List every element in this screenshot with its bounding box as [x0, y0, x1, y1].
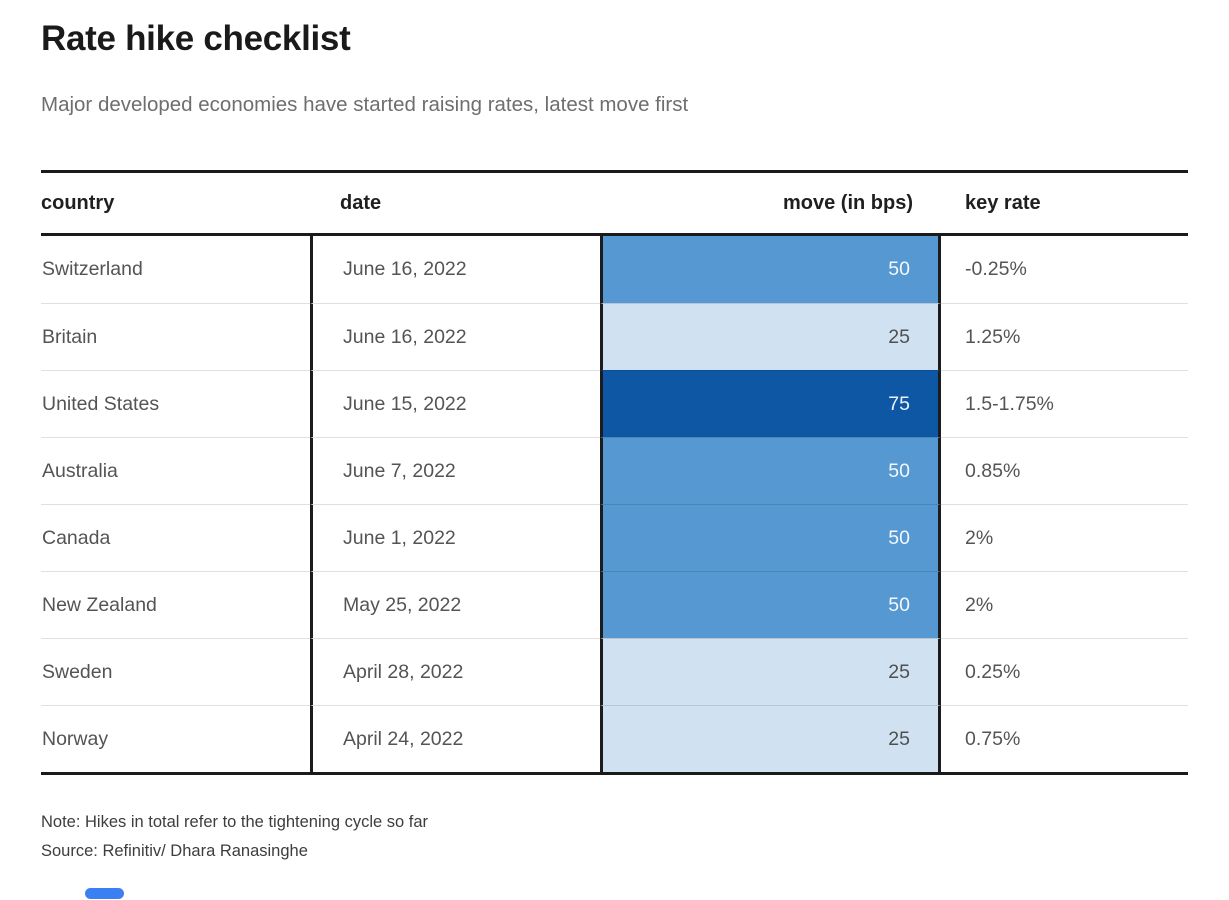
date-cell: April 28, 2022 [310, 638, 600, 705]
date-cell: June 15, 2022 [310, 370, 600, 437]
country-cell: Australia [41, 437, 310, 504]
key-rate-cell: 2% [941, 571, 1188, 638]
table-row: Britain June 16, 2022 25 1.25% [41, 303, 1188, 370]
key-rate-cell: 0.85% [941, 437, 1188, 504]
key-rate-cell: 2% [941, 504, 1188, 571]
table-body: Switzerland June 16, 2022 50 -0.25% Brit… [41, 236, 1188, 775]
country-cell: United States [41, 370, 310, 437]
move-cell: 50 [600, 571, 941, 638]
move-cell: 50 [600, 504, 941, 571]
note-line: Note: Hikes in total refer to the tighte… [41, 813, 429, 831]
country-cell: Switzerland [42, 258, 143, 280]
date-cell: April 24, 2022 [310, 705, 600, 772]
source-line: Source: Refinitiv/ Dhara Ranasinghe [41, 842, 308, 860]
date-cell: May 25, 2022 [310, 571, 600, 638]
move-cell: 50 [600, 236, 941, 303]
key-rate-cell: 0.25% [941, 638, 1188, 705]
country-cell: Sweden [41, 638, 310, 705]
key-rate-cell: 0.75% [941, 705, 1188, 772]
page-title: Rate hike checklist [41, 19, 351, 58]
key-rate-cell: 1.25% [941, 303, 1188, 370]
table-row: Switzerland June 16, 2022 50 -0.25% [41, 236, 1188, 303]
move-cell: 50 [600, 437, 941, 504]
table-row: Australia June 7, 2022 50 0.85% [41, 437, 1188, 504]
table-row: Norway April 24, 2022 25 0.75% [41, 705, 1188, 772]
move-cell: 75 [600, 370, 941, 437]
column-header-key-rate: key rate [965, 191, 1041, 214]
table-row: Sweden April 28, 2022 25 0.25% [41, 638, 1188, 705]
rate-hike-table: country date move (in bps) key rate Swit… [41, 170, 1188, 775]
date-cell: June 1, 2022 [310, 504, 600, 571]
country-cell: Britain [41, 303, 310, 370]
country-cell: New Zealand [41, 571, 310, 638]
country-cell: Canada [41, 504, 310, 571]
table-row: Canada June 1, 2022 50 2% [41, 504, 1188, 571]
table-row: United States June 15, 2022 75 1.5-1.75% [41, 370, 1188, 437]
column-header-country: country [41, 191, 115, 214]
table-row: New Zealand May 25, 2022 50 2% [41, 571, 1188, 638]
country-cell: Norway [41, 705, 310, 772]
date-cell: June 16, 2022 [310, 303, 600, 370]
key-rate-cell: -0.25% [965, 258, 1027, 280]
column-header-move: move (in bps) [782, 191, 913, 214]
move-cell: 25 [600, 638, 941, 705]
move-cell: 25 [600, 303, 941, 370]
table-header-row: country date move (in bps) key rate [41, 170, 1188, 236]
column-header-date: date [340, 191, 382, 214]
page-subtitle: Major developed economies have started r… [41, 93, 689, 116]
move-cell: 25 [600, 705, 941, 772]
date-cell: June 16, 2022 [310, 236, 600, 303]
footnotes: Note: Hikes in total refer to the tighte… [41, 808, 428, 866]
key-rate-cell: 1.5-1.75% [941, 370, 1188, 437]
accent-bar [85, 888, 124, 899]
date-cell: June 7, 2022 [310, 437, 600, 504]
